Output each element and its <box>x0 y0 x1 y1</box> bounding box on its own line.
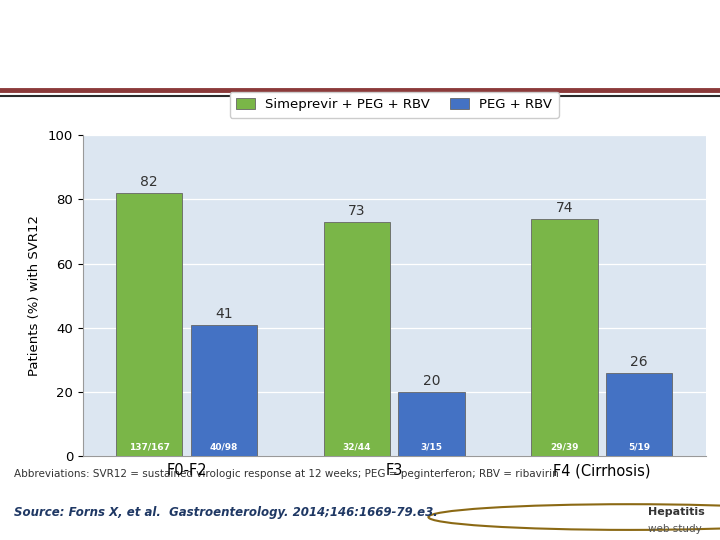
Text: 29/39: 29/39 <box>550 442 579 451</box>
Text: 5/19: 5/19 <box>628 442 650 451</box>
Bar <box>398 392 465 456</box>
Y-axis label: Patients (%) with SVR12: Patients (%) with SVR12 <box>28 215 41 376</box>
Text: web study: web study <box>648 523 702 534</box>
Text: 3/15: 3/15 <box>420 442 443 451</box>
Text: Hepatitis: Hepatitis <box>648 507 705 517</box>
Bar <box>606 373 672 456</box>
Text: 26: 26 <box>630 355 648 369</box>
Text: Simeprevir and Peginterferon plus Ribavirin for Chronic HCV: Simeprevir and Peginterferon plus Ribavi… <box>53 21 667 39</box>
Text: PROMISE Trial: Results: PROMISE Trial: Results <box>245 56 475 74</box>
Bar <box>191 325 257 456</box>
Text: 82: 82 <box>140 175 158 189</box>
Text: Abbreviations: SVR12 = sustained virologic response at 12 weeks; PEG = peginterf: Abbreviations: SVR12 = sustained virolog… <box>14 469 559 480</box>
Text: 41: 41 <box>215 307 233 321</box>
Bar <box>323 222 390 456</box>
Text: 20: 20 <box>423 374 441 388</box>
Text: Source: Forns X, et al.  Gastroenterology. 2014;146:1669-79.e3.: Source: Forns X, et al. Gastroenterology… <box>14 506 438 519</box>
Text: 32/44: 32/44 <box>343 442 371 451</box>
Text: PROMISE Trial: SVR12 by Liver Fibrosis (METAVIR Fibrosis Score): PROMISE Trial: SVR12 by Liver Fibrosis (… <box>14 110 549 125</box>
Text: 74: 74 <box>556 201 573 215</box>
Legend: Simeprevir + PEG + RBV, PEG + RBV: Simeprevir + PEG + RBV, PEG + RBV <box>230 92 559 118</box>
Text: 40/98: 40/98 <box>210 442 238 451</box>
Text: 137/167: 137/167 <box>129 442 170 451</box>
Text: 73: 73 <box>348 204 366 218</box>
Bar <box>531 219 598 456</box>
Bar <box>116 193 182 456</box>
